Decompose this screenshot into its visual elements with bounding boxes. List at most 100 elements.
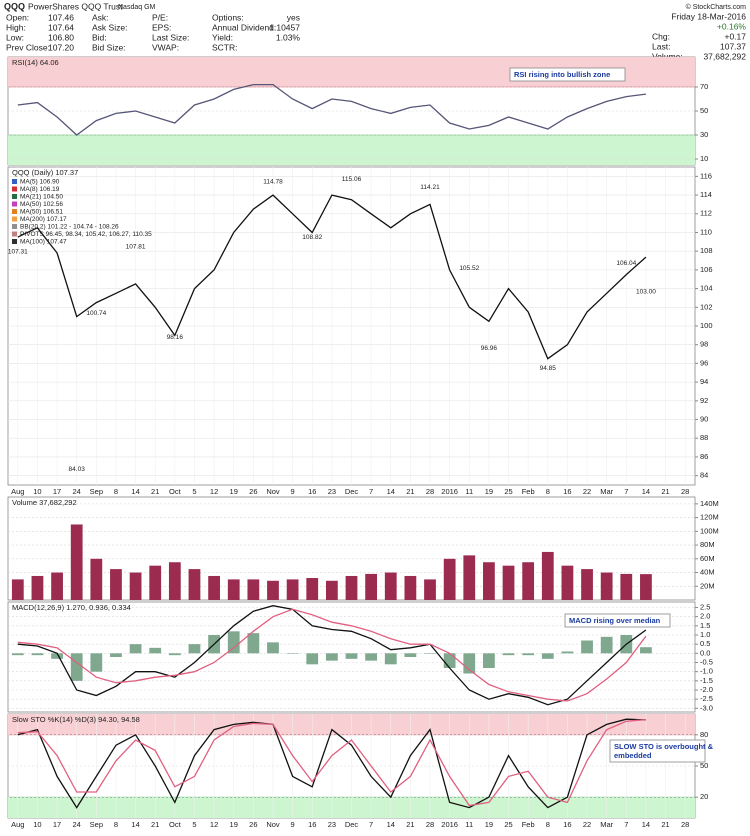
legend-swatch <box>12 239 17 244</box>
header: QQQ PowerShares QQQ Trust Nasdaq GM © St… <box>4 1 746 31</box>
bar <box>168 562 181 600</box>
field-value: 107.20 <box>48 42 74 52</box>
bar <box>345 653 358 659</box>
field-label: Last Size: <box>152 32 189 42</box>
panel-label: Slow STO %K(14) %D(3) 94.30, 94.58 <box>12 715 140 724</box>
x-tick-label: 19 <box>485 487 493 496</box>
exchange: Nasdaq GM <box>118 4 156 11</box>
field-value: 107.64 <box>48 22 74 32</box>
y-tick-label: 50 <box>700 761 708 770</box>
y-tick-label: 40M <box>700 568 715 577</box>
bar <box>581 640 593 654</box>
panel-label: QQQ (Daily) 107.37 <box>12 168 78 177</box>
y-tick-label: 0.0 <box>700 648 710 657</box>
x-tick-label: 17 <box>53 487 61 496</box>
x-tick-label: 12 <box>210 487 218 496</box>
x-tick-label: 21 <box>406 820 414 829</box>
bar <box>51 653 63 659</box>
x-tick-label: Feb <box>522 820 535 829</box>
x-tick-label: 2016 <box>441 820 458 829</box>
bar <box>541 653 554 659</box>
field-value: 1.03% <box>276 32 301 42</box>
y-tick-label: 80 <box>700 730 708 739</box>
field-label: Last: <box>652 41 670 51</box>
bar <box>31 575 44 600</box>
price-annotation: 107.31 <box>8 248 28 255</box>
field-value: 1.10457 <box>269 22 300 32</box>
note-box <box>609 739 706 763</box>
bar <box>463 555 476 600</box>
note-text: embedded <box>614 751 652 760</box>
y-tick-label: -1.5 <box>700 676 713 685</box>
y-tick-label: -2.0 <box>700 685 713 694</box>
price-annotation: 108.82 <box>302 234 322 241</box>
field-label: Chg: <box>652 31 670 41</box>
bar <box>90 653 103 672</box>
bar <box>522 562 535 600</box>
x-tick-label: 19 <box>485 820 493 829</box>
bar <box>267 642 279 654</box>
field-label: Yield: <box>212 32 233 42</box>
bar <box>522 653 535 656</box>
bar <box>306 653 319 665</box>
x-tick-label: 11 <box>465 487 473 496</box>
x-tick-label: 25 <box>504 487 512 496</box>
x-tick-label: Mar <box>600 487 613 496</box>
x-tick-label: 2016 <box>441 487 458 496</box>
bar <box>227 631 240 654</box>
bar <box>286 579 299 600</box>
series-line <box>17 83 646 136</box>
y-tick-label: 106 <box>700 265 713 274</box>
x-tick-label: Oct <box>169 820 182 829</box>
bar <box>70 653 83 681</box>
x-tick-label: 28 <box>681 820 689 829</box>
x-tick-label: 7 <box>369 820 373 829</box>
y-tick-label: 110 <box>700 227 712 236</box>
x-tick-label: 19 <box>230 487 238 496</box>
field-label: P/E: <box>152 12 168 22</box>
x-tick-label: 14 <box>642 487 650 496</box>
x-tick-label: Nov <box>266 487 280 496</box>
y-tick-label: 60M <box>700 554 715 563</box>
legend-swatch <box>12 201 17 207</box>
y-tick-label: -1.0 <box>700 667 713 676</box>
panel-label: RSI(14) 64.06 <box>12 58 59 67</box>
x-tick-label: Aug <box>11 820 24 829</box>
x-tick-label: 21 <box>661 487 669 496</box>
series-line <box>17 608 647 702</box>
legend-entry: MA(50) 102.56 <box>20 201 63 208</box>
field-value: 37,682,292 <box>703 51 746 61</box>
price-annotation: 103.00 <box>636 289 656 296</box>
x-tick-label: 21 <box>151 487 159 496</box>
bar <box>149 647 162 654</box>
change-pct: +0.16% <box>717 21 747 31</box>
y-tick-label: -3.0 <box>700 703 713 712</box>
legend-swatch <box>12 209 17 214</box>
x-tick-label: 25 <box>504 820 512 829</box>
x-tick-label: Feb <box>522 487 535 496</box>
x-tick-label: 14 <box>387 820 395 829</box>
bar <box>365 653 378 661</box>
field-value: +0.17 <box>724 31 746 41</box>
x-tick-label: 5 <box>192 820 196 829</box>
bar <box>483 653 495 668</box>
bar <box>640 574 652 600</box>
x-tick-label: 23 <box>328 487 336 496</box>
legend-entry: MA(50) 106.51 <box>20 209 63 216</box>
legend-swatch <box>12 224 17 229</box>
note-text: MACD rising over median <box>569 616 661 625</box>
x-tick-label: 7 <box>369 487 373 496</box>
field-label: Bid Size: <box>92 42 126 52</box>
y-tick-label: -2.5 <box>700 694 713 703</box>
y-tick-label: 120M <box>700 513 719 522</box>
note-box <box>509 67 626 82</box>
bar <box>90 558 103 600</box>
field-label: Ask: <box>92 12 109 22</box>
field-label: Bid: <box>92 32 107 42</box>
symbol: QQQ <box>4 1 25 11</box>
field-label: SCTR: <box>212 42 238 52</box>
y-tick-label: 20 <box>700 792 708 801</box>
y-tick-label: 90 <box>700 415 708 424</box>
bar <box>188 644 201 654</box>
